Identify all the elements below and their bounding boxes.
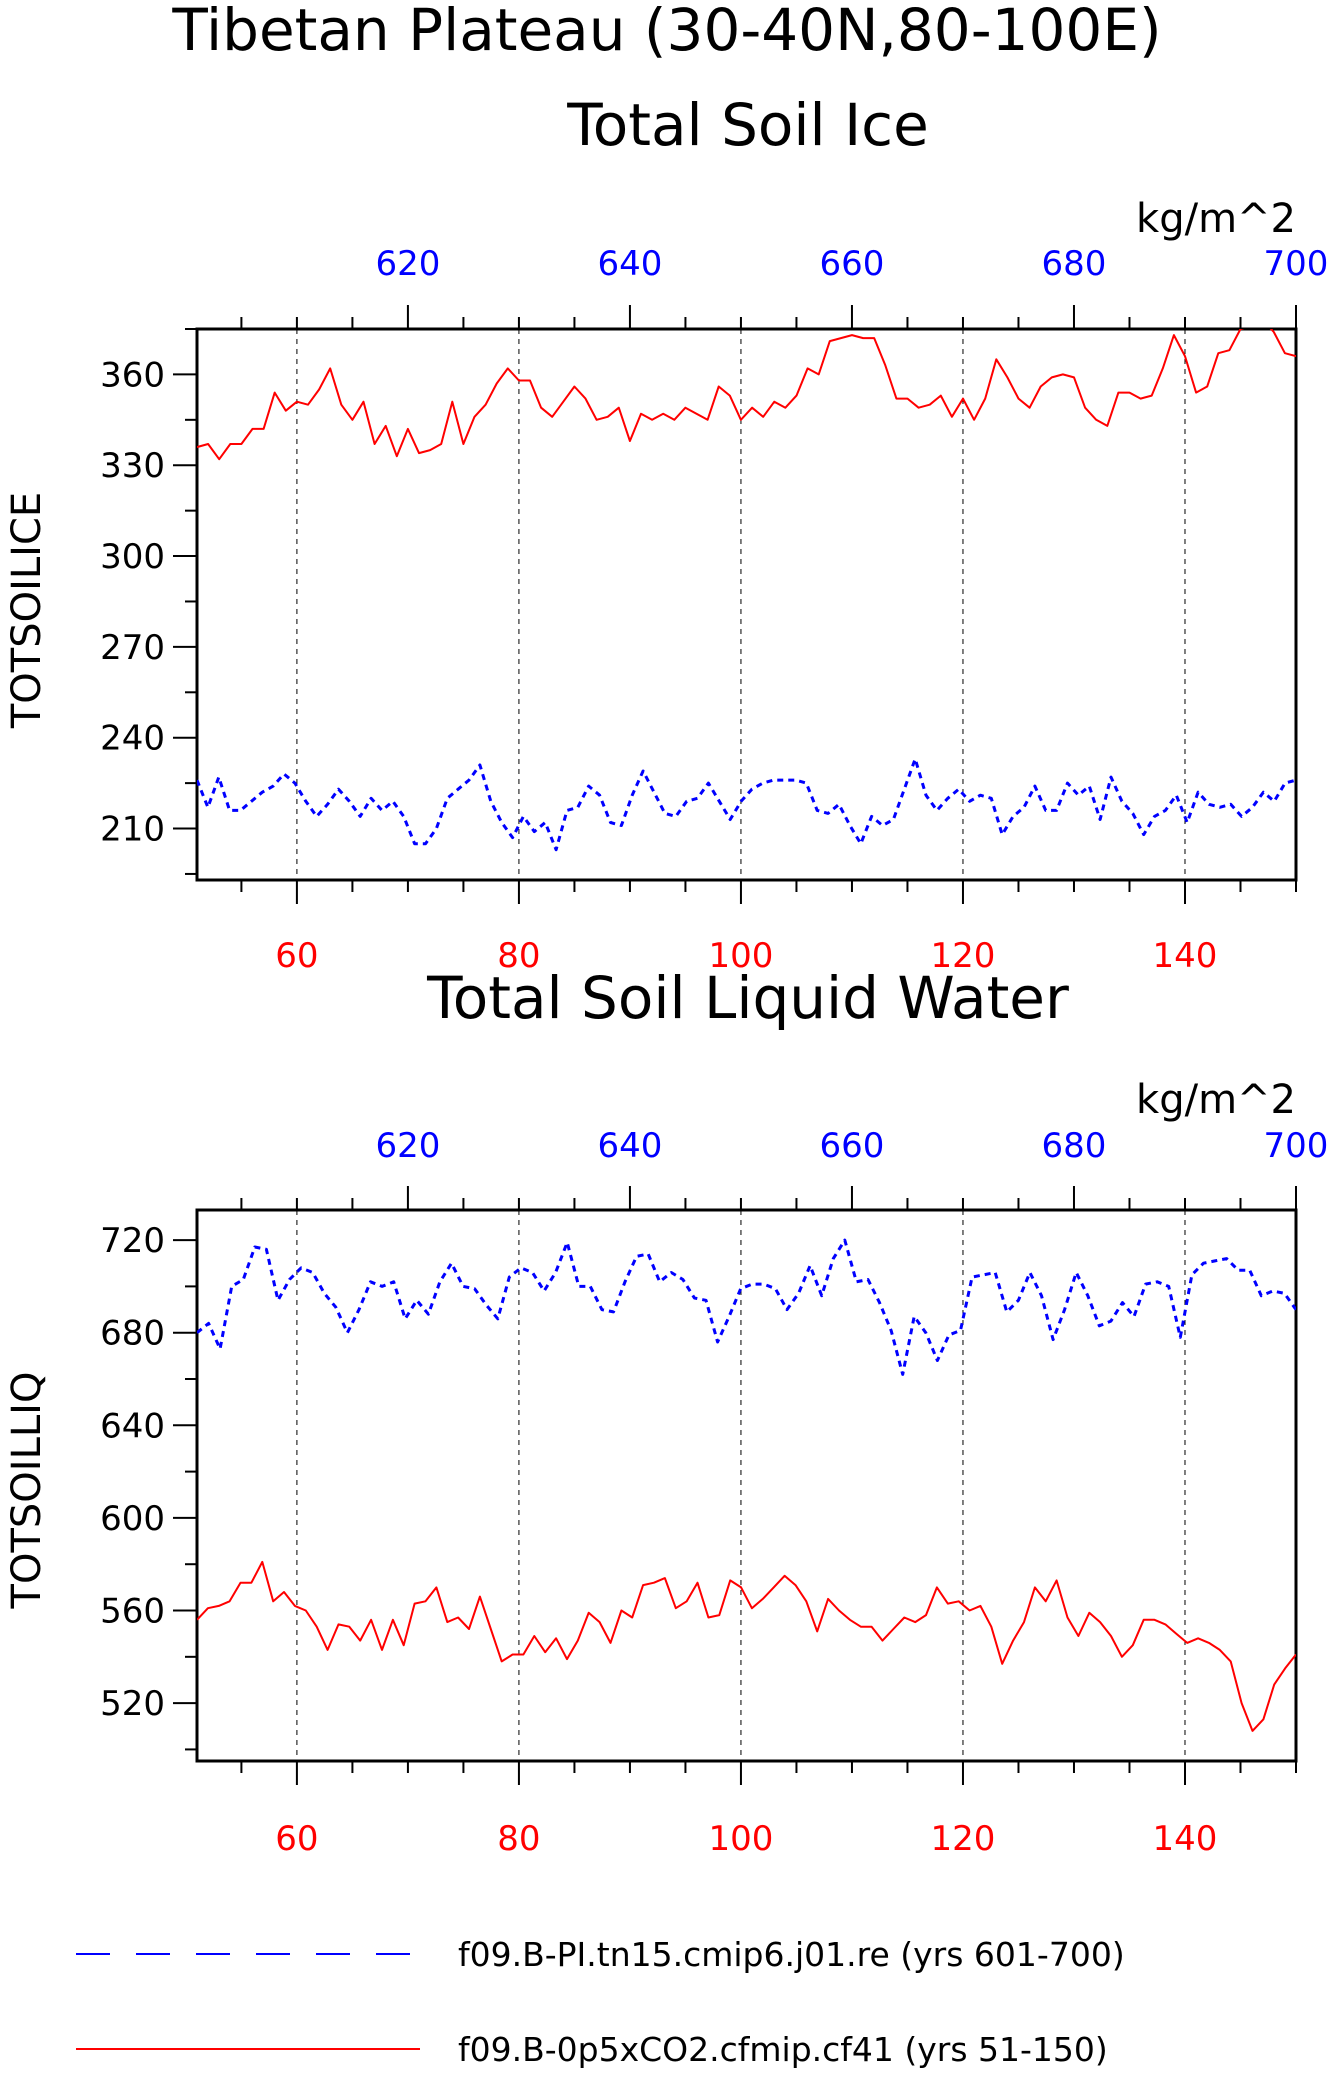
y-tick-label: 270	[100, 628, 165, 668]
series-line-red	[197, 329, 1296, 461]
y-tick-label: 560	[100, 1592, 165, 1632]
x-tick-label-top: 680	[1042, 1126, 1107, 1166]
y-axis-label: TOTSOILICE	[4, 492, 50, 729]
x-tick-label-top: 620	[375, 244, 440, 284]
units-label: kg/m^2	[1136, 1077, 1296, 1123]
x-tick-label-bottom: 80	[497, 936, 540, 976]
y-tick-label: 210	[100, 810, 165, 850]
panel-total-soil-ice: Total Soil Ice kg/m^2 TOTSOILICE 60 80 100 120…	[4, 91, 1328, 976]
units-label: kg/m^2	[1136, 196, 1296, 242]
legend: f09.B-PI.tn15.cmip6.j01.re (yrs 601-700)…	[76, 1935, 1125, 2069]
x-tick-label-top: 680	[1042, 244, 1107, 284]
x-tick-label-bottom: 60	[275, 1819, 318, 1859]
y-axis-label: TOTSOILLIQ	[4, 1372, 50, 1610]
y-tick-label: 640	[100, 1406, 165, 1446]
y-tick-label: 330	[100, 446, 165, 486]
y-tick-label: 360	[100, 355, 165, 395]
x-tick-label-bottom: 140	[1153, 936, 1218, 976]
y-tick-label: 300	[100, 537, 165, 577]
legend-label-blue: f09.B-PI.tn15.cmip6.j01.re (yrs 601-700)	[458, 1935, 1125, 1974]
y-tick-label: 720	[100, 1221, 165, 1261]
x-tick-label-top: 660	[820, 1126, 885, 1166]
series-line-red	[197, 1560, 1296, 1732]
plot-frame	[195, 327, 1298, 882]
x-tick-label-top: 700	[1264, 244, 1329, 284]
legend-label-red: f09.B-0p5xCO2.cfmip.cf41 (yrs 51-150)	[458, 2030, 1108, 2069]
series-line-blue	[197, 757, 1296, 852]
x-tick-label-bottom: 140	[1153, 1819, 1218, 1859]
chart-title: Total Soil Liquid Water	[426, 964, 1069, 1032]
panel-total-soil-liquid-water: Total Soil Liquid Water kg/m^2 TOTSOILLIQ 6…	[4, 964, 1328, 1859]
x-tick-label-bottom: 100	[708, 1819, 773, 1859]
figure-title: Tibetan Plateau (30-40N,80-100E)	[171, 0, 1161, 64]
x-tick-label-bottom: 60	[275, 936, 318, 976]
plot-frame	[195, 1208, 1298, 1763]
x-tick-label-top: 640	[597, 244, 662, 284]
x-tick-label-bottom: 100	[708, 936, 773, 976]
y-tick-label: 520	[100, 1684, 165, 1724]
chart-title: Total Soil Ice	[566, 91, 929, 159]
x-tick-label-bottom: 120	[931, 1819, 996, 1859]
y-tick-label: 680	[100, 1314, 165, 1354]
x-tick-label-top: 660	[820, 244, 885, 284]
x-tick-label-top: 700	[1264, 1126, 1329, 1166]
y-tick-label: 600	[100, 1499, 165, 1539]
series-line-blue	[197, 1238, 1296, 1376]
x-tick-label-bottom: 80	[497, 1819, 540, 1859]
x-tick-label-top: 640	[597, 1126, 662, 1166]
x-tick-label-top: 620	[375, 1126, 440, 1166]
y-tick-label: 240	[100, 719, 165, 759]
x-tick-label-bottom: 120	[931, 936, 996, 976]
